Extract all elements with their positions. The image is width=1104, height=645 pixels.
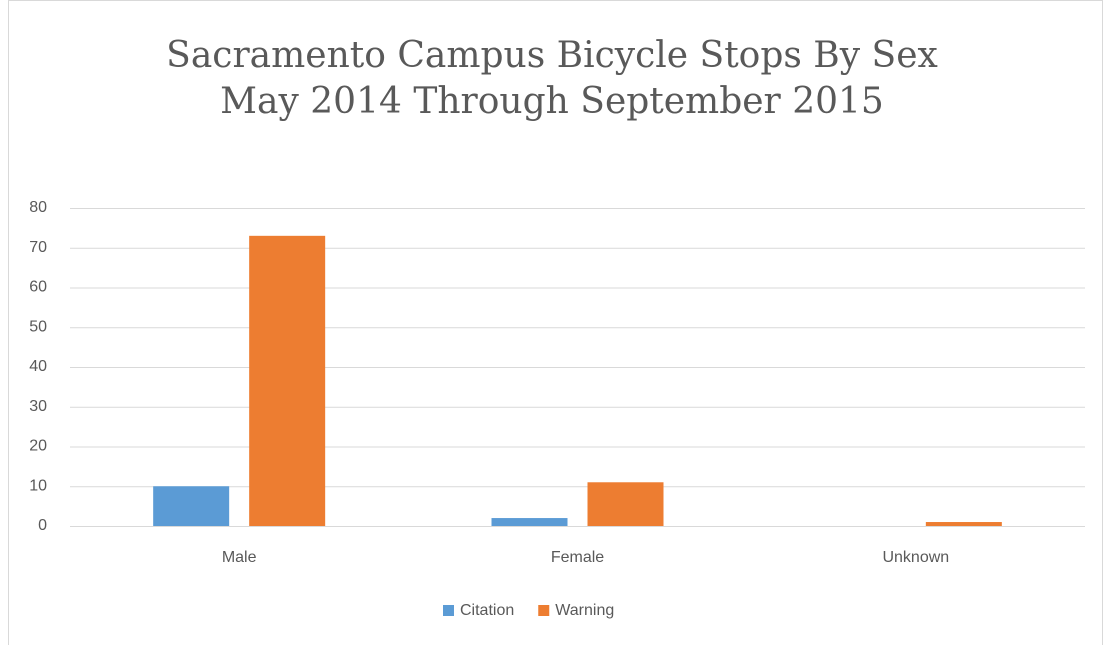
x-tick-label: Unknown	[882, 549, 949, 566]
legend-swatch	[443, 605, 454, 616]
y-tick-label: 70	[29, 239, 47, 256]
chart-title: Sacramento Campus Bicycle Stops By Sex	[166, 35, 938, 76]
chart-subtitle: May 2014 Through September 2015	[220, 81, 884, 122]
y-tick-label: 80	[29, 199, 47, 216]
chart-border	[8, 0, 1103, 645]
x-tick-label: Female	[551, 549, 604, 566]
x-tick-label: Male	[222, 549, 257, 566]
y-tick-label: 30	[29, 398, 47, 415]
y-tick-label: 20	[29, 438, 47, 455]
y-tick-label: 60	[29, 279, 47, 296]
bar	[153, 486, 230, 526]
y-tick-label: 50	[29, 318, 47, 335]
y-tick-label: 10	[29, 477, 47, 494]
y-tick-label: 0	[38, 517, 47, 534]
bar	[249, 235, 326, 526]
legend-swatch	[538, 605, 550, 616]
y-tick-label: 40	[29, 358, 47, 375]
legend-label: Warning	[555, 602, 614, 619]
bar	[587, 482, 664, 526]
legend-label: Citation	[460, 602, 514, 619]
bar	[925, 522, 1002, 526]
bar	[491, 518, 568, 526]
